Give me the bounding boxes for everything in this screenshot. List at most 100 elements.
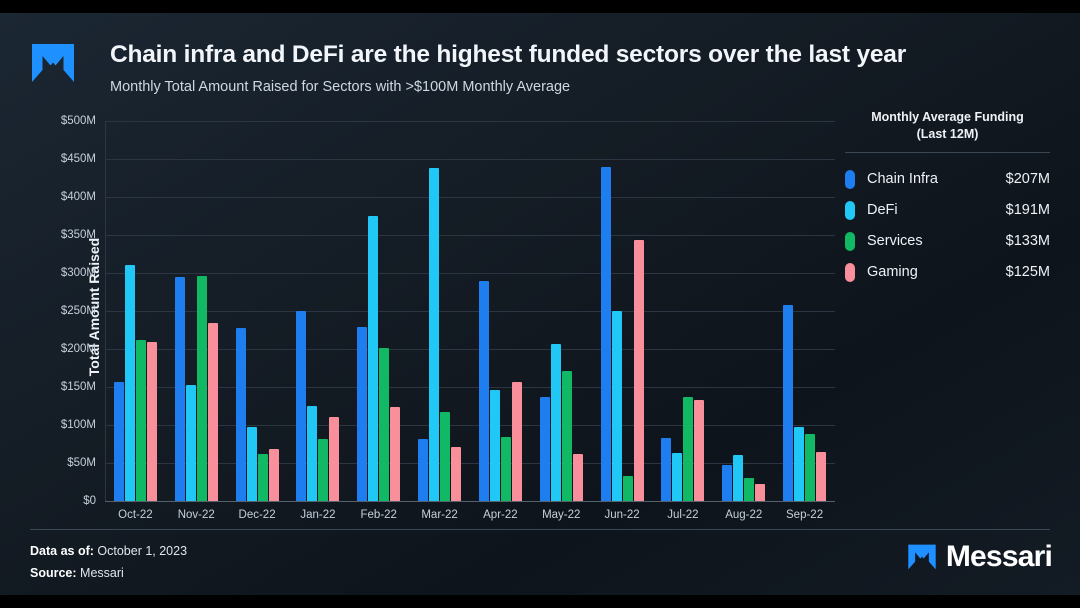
x-axis-tick-label: Apr-22	[483, 509, 518, 521]
y-axis-tick-label: $150M	[60, 381, 96, 393]
bar[interactable]	[661, 437, 672, 501]
bar[interactable]	[296, 311, 307, 501]
x-axis-tick-label: Dec-22	[238, 509, 276, 521]
bar[interactable]	[135, 339, 146, 501]
bar-group	[653, 121, 714, 501]
bar[interactable]	[539, 396, 550, 501]
gridline	[105, 349, 835, 350]
legend-item-chain-infra[interactable]: Chain Infra $207M	[845, 164, 1050, 195]
legend-title-line1: Monthly Average Funding	[871, 110, 1024, 124]
bar-group	[774, 121, 835, 501]
y-axis-tick-label: $450M	[60, 153, 96, 165]
bar[interactable]	[694, 399, 705, 501]
x-axis-tick-label: May-22	[542, 509, 581, 521]
data-as-of-line: Data as of: October 1, 2023	[30, 541, 187, 563]
legend-item-label: Services	[867, 233, 923, 250]
legend-item-value: $191M	[1005, 202, 1050, 219]
gridline	[105, 311, 835, 312]
x-axis-tick-label: Jul-22	[667, 509, 699, 521]
bar[interactable]	[683, 396, 694, 501]
gridline	[105, 159, 835, 160]
bar[interactable]	[368, 216, 379, 501]
y-axis-tick-label: $400M	[60, 191, 96, 203]
legend-swatch-icon	[845, 262, 855, 282]
bar[interactable]	[805, 434, 816, 501]
bar[interactable]	[572, 453, 583, 501]
bar-group	[348, 121, 409, 501]
bar[interactable]	[246, 426, 257, 501]
bar[interactable]	[611, 311, 622, 501]
bar[interactable]	[550, 344, 561, 501]
gridline	[105, 501, 835, 502]
legend-item-label: DeFi	[867, 202, 898, 219]
bar[interactable]	[600, 166, 611, 501]
bar[interactable]	[146, 342, 157, 501]
bar[interactable]	[755, 484, 766, 501]
bar[interactable]	[783, 304, 794, 501]
bar[interactable]	[196, 276, 207, 501]
bar[interactable]	[511, 381, 522, 501]
bar[interactable]	[357, 326, 368, 501]
legend-swatch-icon	[845, 200, 855, 220]
bar[interactable]	[429, 168, 440, 501]
bar[interactable]	[633, 239, 644, 501]
slide-canvas: Chain infra and DeFi are the highest fun…	[0, 13, 1080, 595]
bar[interactable]	[744, 478, 755, 501]
y-axis-tick-label: $500M	[60, 115, 96, 127]
bar[interactable]	[672, 453, 683, 501]
bar[interactable]	[451, 447, 462, 501]
bar[interactable]	[185, 384, 196, 501]
y-axis-tick-label: $350M	[60, 229, 96, 241]
legend-item-value: $125M	[1005, 264, 1050, 281]
gridline	[105, 273, 835, 274]
bar[interactable]	[307, 406, 318, 501]
bar[interactable]	[478, 281, 489, 501]
source-value: Messari	[80, 565, 124, 580]
bar[interactable]	[622, 475, 633, 501]
bar[interactable]	[124, 265, 135, 501]
bar[interactable]	[722, 465, 733, 501]
bar[interactable]	[390, 406, 401, 501]
bar[interactable]	[733, 455, 744, 501]
messari-m-logo-icon	[32, 44, 74, 82]
bar[interactable]	[794, 427, 805, 501]
bar[interactable]	[318, 439, 329, 501]
legend-item-services[interactable]: Services $133M	[845, 226, 1050, 257]
bar[interactable]	[500, 437, 511, 501]
x-axis-tick-label: Jun-22	[604, 509, 640, 521]
bar-group	[166, 121, 227, 501]
bar[interactable]	[113, 381, 124, 501]
bar[interactable]	[207, 323, 218, 501]
gridline	[105, 387, 835, 388]
legend-item-value: $133M	[1005, 233, 1050, 250]
bar[interactable]	[489, 390, 500, 501]
bar[interactable]	[379, 348, 390, 501]
bar-group	[470, 121, 531, 501]
bar[interactable]	[174, 276, 185, 501]
bar[interactable]	[329, 417, 340, 501]
x-axis-tick-label: Nov-22	[177, 509, 215, 521]
messari-m-logo-icon	[908, 544, 936, 570]
slide-header: Chain infra and DeFi are the highest fun…	[0, 13, 1080, 101]
y-axis-tick-label: $50M	[67, 457, 96, 469]
bar-group	[105, 121, 166, 501]
bar[interactable]	[440, 412, 451, 501]
source-line: Source: Messari	[30, 563, 187, 585]
page-subtitle: Monthly Total Amount Raised for Sectors …	[110, 79, 571, 95]
bar[interactable]	[235, 328, 246, 501]
bar[interactable]	[816, 452, 827, 501]
bar[interactable]	[257, 453, 268, 501]
legend-item-defi[interactable]: DeFi $191M	[845, 195, 1050, 226]
legend-item-value: $207M	[1005, 171, 1050, 188]
bar[interactable]	[268, 448, 279, 501]
legend-swatch-icon	[845, 169, 855, 189]
legend-title: Monthly Average Funding (Last 12M)	[845, 109, 1050, 143]
legend-item-gaming[interactable]: Gaming $125M	[845, 257, 1050, 288]
gridline	[105, 121, 835, 122]
legend-title-line2: (Last 12M)	[916, 126, 979, 141]
bar[interactable]	[561, 371, 572, 501]
data-as-of-label: Data as of:	[30, 544, 94, 558]
chart-area: Total Amount Raised $0 $50M $100M $150M $200…	[0, 101, 1080, 521]
bar[interactable]	[418, 438, 429, 501]
x-axis-tick-label: Oct-22	[118, 509, 153, 521]
